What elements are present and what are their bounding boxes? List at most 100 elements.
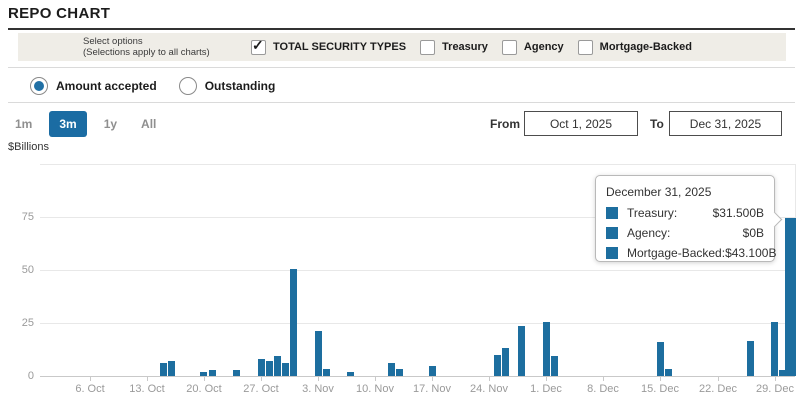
from-label: From (490, 117, 520, 131)
divider (8, 67, 795, 68)
x-axis-label: 13. Oct (129, 383, 165, 395)
bar-nov-3-2025[interactable] (315, 331, 322, 376)
bar-oct-24-2025[interactable] (233, 370, 240, 376)
x-axis-label: 27. Oct (243, 383, 279, 395)
x-axis-tick (375, 376, 376, 381)
tooltip-row-mortgage-backed: Mortgage-Backed: $43.100B (606, 246, 776, 260)
x-axis-label: 17. Nov (413, 383, 451, 395)
checkbox-box[interactable] (501, 39, 517, 55)
radio-unselected-icon[interactable] (178, 77, 197, 95)
x-axis-label: 8. Dec (587, 383, 619, 395)
tooltip-row-agency: Agency: $0B (606, 226, 764, 240)
bar-dec-29-2025[interactable] (771, 322, 778, 376)
bar-dec-16-2025[interactable] (665, 369, 672, 376)
bar-dec-1-2025[interactable] (543, 322, 550, 376)
tooltip-date: December 31, 2025 (606, 185, 712, 199)
checkbox-box-checked[interactable]: ✓ (251, 36, 266, 55)
radio-selected-icon[interactable] (30, 77, 48, 95)
bar-nov-13-2025[interactable] (396, 369, 403, 376)
checkbox-label: Treasury (442, 41, 488, 53)
x-axis-tick (318, 376, 319, 381)
bar-nov-7-2025[interactable] (347, 372, 354, 376)
checkbox-treasury[interactable]: Treasury (420, 39, 488, 55)
bar-oct-20-2025[interactable] (200, 372, 207, 376)
agency-swatch-icon (606, 227, 618, 239)
page-title: REPO CHART (8, 5, 111, 22)
bar-oct-29-2025[interactable] (274, 356, 281, 376)
from-date-input[interactable] (524, 111, 638, 136)
bar-oct-27-2025[interactable] (258, 359, 265, 376)
range-all-button[interactable]: All (134, 111, 163, 137)
title-divider (8, 28, 795, 30)
bar-dec-2-2025[interactable] (551, 356, 558, 376)
checkbox-box[interactable] (420, 39, 436, 55)
bar-dec-30-2025[interactable] (779, 370, 786, 376)
bar-dec-15-2025[interactable] (657, 342, 664, 376)
x-axis-tick (660, 376, 661, 381)
x-axis-tick (546, 376, 547, 381)
bar-oct-31-2025[interactable] (290, 269, 297, 376)
radio-label: Outstanding (204, 79, 276, 93)
bar-nov-12-2025[interactable] (388, 363, 395, 376)
bar-oct-30-2025[interactable] (282, 363, 289, 376)
gridline-50 (40, 270, 795, 271)
to-label: To (650, 117, 664, 131)
checkbox-box[interactable] (577, 39, 593, 55)
x-axis-label: 22. Dec (699, 383, 737, 395)
x-axis-label: 1. Dec (530, 383, 562, 395)
gridline-100 (40, 164, 795, 165)
radio-amount-accepted[interactable]: Amount accepted (30, 77, 157, 95)
checkbox-mortgage-backed[interactable]: Mortgage-Backed (577, 39, 692, 55)
bar-nov-26-2025[interactable] (502, 348, 509, 376)
bar-oct-28-2025[interactable] (266, 361, 273, 376)
gridline-75 (40, 217, 795, 218)
x-axis-tick (603, 376, 604, 381)
mortgage-backed-swatch-icon (606, 247, 618, 259)
range-1m-button[interactable]: 1m (8, 111, 39, 137)
bar-oct-21-2025[interactable] (209, 370, 216, 376)
x-axis-tick (775, 376, 776, 381)
y-axis-tick-50: 50 (21, 264, 34, 276)
view-toggle: Amount accepted Outstanding (30, 76, 297, 96)
x-axis-label: 20. Oct (186, 383, 222, 395)
x-axis-tick (147, 376, 148, 381)
radio-label: Amount accepted (56, 79, 157, 93)
options-label-line1: Select options (83, 36, 143, 47)
x-axis-tick (718, 376, 719, 381)
x-axis-label: 10. Nov (356, 383, 394, 395)
bar-dec-26-2025[interactable] (747, 341, 754, 376)
range-3m-button[interactable]: 3m (49, 111, 87, 137)
options-bar: Select options (Selections apply to all … (18, 33, 786, 61)
x-axis-tick (90, 376, 91, 381)
x-axis-tick (204, 376, 205, 381)
options-label-line2: (Selections apply to all charts) (83, 47, 210, 58)
x-axis-label: 29. Dec (756, 383, 794, 395)
checkbox-label: Agency (523, 41, 564, 53)
to-date-input[interactable] (669, 111, 782, 136)
bar-nov-25-2025[interactable] (494, 355, 501, 376)
checkmark-icon: ✓ (252, 36, 264, 53)
tooltip-row-treasury: Treasury: $31.500B (606, 206, 764, 220)
range-1y-button[interactable]: 1y (97, 111, 124, 137)
x-axis-tick (261, 376, 262, 381)
bar-nov-4-2025[interactable] (323, 369, 330, 376)
bar-oct-15-2025[interactable] (160, 363, 167, 376)
radio-outstanding[interactable]: Outstanding (178, 77, 276, 95)
treasury-swatch-icon (606, 207, 618, 219)
bar-nov-28-2025[interactable] (518, 326, 525, 376)
y-axis-tick-75: 75 (21, 211, 34, 223)
checkbox-agency[interactable]: Agency (501, 39, 564, 55)
gridline-0 (40, 376, 795, 377)
x-axis-tick (489, 376, 490, 381)
x-axis-label: 3. Nov (302, 383, 334, 395)
x-axis-label: 24. Nov (470, 383, 508, 395)
bar-dec-31-2025[interactable] (785, 218, 796, 376)
checkbox-total-security-types[interactable]: ✓ TOTAL SECURITY TYPES (251, 36, 407, 55)
divider (8, 102, 795, 103)
bar-nov-17-2025[interactable] (429, 366, 436, 376)
gridline-25 (40, 323, 795, 324)
bar-oct-16-2025[interactable] (168, 361, 175, 376)
checkbox-label: TOTAL SECURITY TYPES (273, 41, 407, 53)
